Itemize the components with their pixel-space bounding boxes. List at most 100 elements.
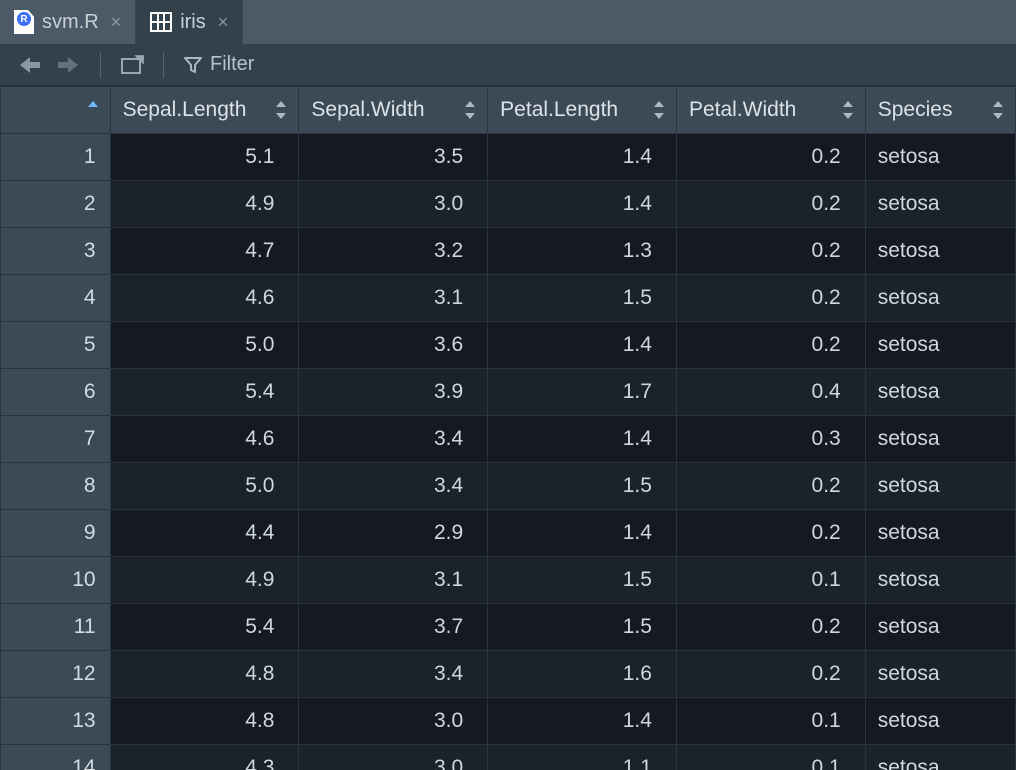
cell-sepal-length: 4.4 [110,510,299,557]
row-number-cell: 4 [1,275,111,322]
popout-icon [121,56,143,74]
cell-sepal-length: 5.1 [110,134,299,181]
cell-sepal-length: 4.8 [110,651,299,698]
row-number-cell: 9 [1,510,111,557]
row-number-cell: 6 [1,369,111,416]
sort-icon[interactable] [841,101,855,119]
table-row[interactable]: 24.93.01.40.2setosa [1,181,1016,228]
close-icon[interactable]: × [214,12,229,33]
cell-sepal-length: 5.4 [110,604,299,651]
column-label: Species [878,98,953,121]
cell-petal-length: 1.6 [488,651,677,698]
cell-sepal-width: 3.1 [299,275,488,322]
cell-sepal-width: 3.4 [299,463,488,510]
sort-icon[interactable] [463,101,477,119]
table-row[interactable]: 34.73.21.30.2setosa [1,228,1016,275]
cell-species: setosa [865,557,1015,604]
cell-sepal-width: 2.9 [299,510,488,557]
cell-sepal-length: 4.6 [110,275,299,322]
close-icon[interactable]: × [107,12,122,33]
table-row[interactable]: 44.63.11.50.2setosa [1,275,1016,322]
column-header-species[interactable]: Species [865,87,1015,134]
toolbar: Filter [0,44,1016,86]
table-row[interactable]: 144.33.01.10.1setosa [1,745,1016,770]
tab-svm-r[interactable]: svm.R × [0,0,136,44]
table-row[interactable]: 55.03.61.40.2setosa [1,322,1016,369]
cell-sepal-width: 3.4 [299,651,488,698]
cell-sepal-width: 3.2 [299,228,488,275]
table-row[interactable]: 104.93.11.50.1setosa [1,557,1016,604]
cell-sepal-width: 3.1 [299,557,488,604]
cell-species: setosa [865,416,1015,463]
table-row[interactable]: 124.83.41.60.2setosa [1,651,1016,698]
popout-button[interactable] [115,56,149,74]
cell-species: setosa [865,322,1015,369]
column-header-sepal-width[interactable]: Sepal.Width [299,87,488,134]
row-number-cell: 13 [1,698,111,745]
cell-species: setosa [865,275,1015,322]
cell-species: setosa [865,463,1015,510]
column-header-petal-width[interactable]: Petal.Width [676,87,865,134]
row-number-header[interactable] [1,87,111,134]
cell-petal-length: 1.4 [488,698,677,745]
table-row[interactable]: 94.42.91.40.2setosa [1,510,1016,557]
filter-label: Filter [210,53,254,76]
cell-sepal-width: 3.6 [299,322,488,369]
cell-sepal-width: 3.0 [299,698,488,745]
column-header-sepal-length[interactable]: Sepal.Length [110,87,299,134]
table-row[interactable]: 65.43.91.70.4setosa [1,369,1016,416]
column-label: Petal.Length [500,98,618,121]
filter-button[interactable]: Filter [178,53,260,76]
sort-icon[interactable] [274,101,288,119]
column-header-petal-length[interactable]: Petal.Length [488,87,677,134]
cell-species: setosa [865,604,1015,651]
cell-petal-width: 0.2 [676,651,865,698]
cell-petal-width: 0.2 [676,228,865,275]
cell-sepal-width: 3.0 [299,181,488,228]
row-number-cell: 10 [1,557,111,604]
row-number-cell: 7 [1,416,111,463]
cell-petal-width: 0.1 [676,557,865,604]
sort-icon[interactable] [991,101,1005,119]
cell-petal-width: 0.2 [676,510,865,557]
column-label: Sepal.Length [123,98,247,121]
funnel-icon [184,56,202,74]
cell-sepal-length: 4.3 [110,745,299,770]
table-row[interactable]: 134.83.01.40.1setosa [1,698,1016,745]
cell-sepal-length: 5.0 [110,322,299,369]
table-row[interactable]: 15.13.51.40.2setosa [1,134,1016,181]
row-number-cell: 14 [1,745,111,770]
cell-petal-length: 1.7 [488,369,677,416]
cell-sepal-length: 4.6 [110,416,299,463]
cell-petal-width: 0.1 [676,698,865,745]
data-viewer: Sepal.Length Sepal.Width Petal.Length Pe… [0,86,1016,770]
tab-strip: svm.R × iris × [0,0,1016,44]
table-row[interactable]: 85.03.41.50.2setosa [1,463,1016,510]
table-row[interactable]: 74.63.41.40.3setosa [1,416,1016,463]
nav-back-button[interactable] [12,52,46,78]
cell-petal-width: 0.2 [676,463,865,510]
cell-species: setosa [865,134,1015,181]
toolbar-separator [163,52,164,78]
cell-petal-length: 1.3 [488,228,677,275]
cell-sepal-width: 3.4 [299,416,488,463]
tab-iris[interactable]: iris × [136,0,243,44]
cell-sepal-length: 4.9 [110,181,299,228]
row-number-cell: 8 [1,463,111,510]
toolbar-separator [100,52,101,78]
row-number-cell: 1 [1,134,111,181]
cell-species: setosa [865,369,1015,416]
cell-sepal-width: 3.0 [299,745,488,770]
sort-asc-icon[interactable] [86,101,100,119]
table-row[interactable]: 115.43.71.50.2setosa [1,604,1016,651]
cell-petal-length: 1.4 [488,134,677,181]
cell-species: setosa [865,651,1015,698]
row-number-cell: 12 [1,651,111,698]
cell-sepal-width: 3.7 [299,604,488,651]
cell-species: setosa [865,698,1015,745]
cell-petal-length: 1.5 [488,275,677,322]
nav-forward-button[interactable] [52,52,86,78]
column-label: Petal.Width [689,98,796,121]
cell-petal-width: 0.1 [676,745,865,770]
sort-icon[interactable] [652,101,666,119]
